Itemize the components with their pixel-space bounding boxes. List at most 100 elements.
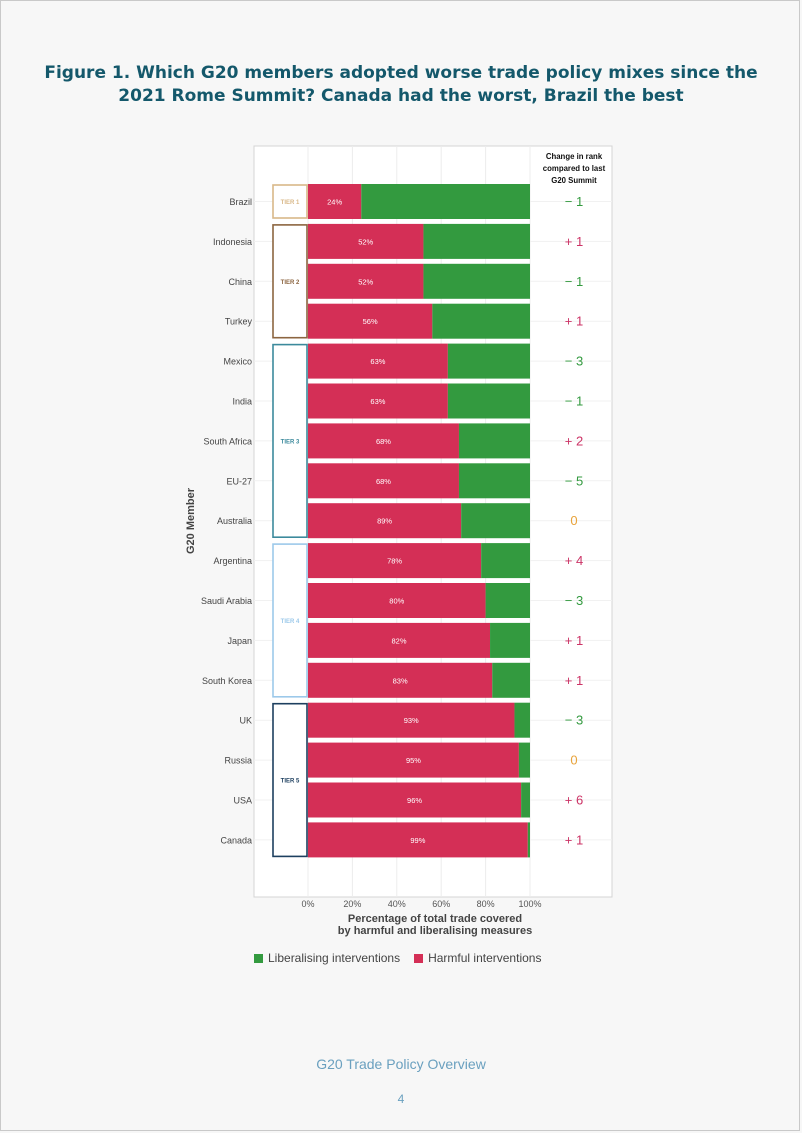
bar-harmful-16	[308, 822, 528, 858]
figure-title: Figure 1. Which G20 members adopted wors…	[44, 63, 758, 106]
x-tick-label-0: 0%	[301, 899, 314, 909]
tier-label-4: TIER 4	[281, 619, 300, 625]
tier-box-5	[272, 702, 308, 858]
category-label-1: Indonesia	[213, 237, 252, 247]
x-tick-label-2: 40%	[388, 899, 406, 909]
bar-harmful-8	[308, 503, 462, 539]
rank-change-2: − 1	[565, 274, 583, 289]
rank-change-3: + 1	[565, 314, 583, 329]
rank-change-0: − 1	[565, 194, 583, 209]
legend-swatch-harmful	[414, 953, 424, 963]
bar-liberalising-5	[447, 383, 530, 419]
tier-box-4	[272, 543, 308, 698]
rank-change-9: + 4	[565, 553, 583, 568]
category-label-15: USA	[233, 796, 252, 806]
bar-harmful-15	[308, 782, 522, 818]
bar-liberalising-4	[447, 343, 530, 379]
rank-change-6: + 2	[565, 433, 583, 448]
rank-change-11: + 1	[565, 633, 583, 648]
rank-change-7: − 5	[565, 473, 583, 488]
bar-harmful-13	[308, 702, 515, 738]
data-label-1: 52%	[358, 237, 373, 246]
bar-liberalising-14	[518, 742, 530, 778]
tier-box-3	[272, 343, 308, 539]
rank-change-5: − 1	[565, 394, 583, 409]
tier-box-1	[272, 184, 308, 219]
y-axis-label: G20 Member	[185, 487, 197, 554]
data-label-6: 68%	[376, 437, 391, 446]
tier-box-2	[272, 224, 308, 339]
legend-label-liberalising: Liberalising interventions	[268, 951, 401, 965]
rank-change-10: − 3	[565, 593, 583, 608]
data-label-3: 56%	[363, 317, 378, 326]
category-label-9: Argentina	[213, 556, 252, 566]
data-label-15: 96%	[407, 796, 422, 805]
category-label-10: Saudi Arabia	[201, 596, 252, 606]
bar-harmful-1	[308, 223, 424, 259]
bar-harmful-0	[308, 184, 362, 219]
data-label-14: 95%	[406, 756, 421, 765]
chart-legend: Liberalising interventions Harmful inter…	[254, 951, 541, 965]
legend-item-liberalising: Liberalising interventions	[254, 951, 400, 965]
rank-header-line-0: Change in rank	[546, 152, 603, 161]
tier-label-2: TIER 2	[281, 280, 300, 286]
data-label-8: 89%	[377, 517, 392, 526]
bar-harmful-14	[308, 742, 519, 778]
bar-harmful-3	[308, 303, 433, 339]
bar-liberalising-11	[490, 622, 530, 658]
bar-liberalising-1	[423, 223, 530, 259]
category-label-0: Brazil	[229, 197, 252, 207]
x-tick-label-3: 60%	[432, 899, 450, 909]
data-label-0: 24%	[327, 198, 342, 207]
bar-liberalising-6	[458, 423, 530, 459]
bar-liberalising-8	[461, 503, 530, 539]
rank-change-14: 0	[570, 753, 577, 768]
bar-liberalising-9	[481, 543, 530, 579]
data-label-11: 82%	[392, 636, 407, 645]
tier-label-5: TIER 5	[281, 779, 300, 785]
data-label-16: 99%	[410, 836, 425, 845]
bar-harmful-4	[308, 343, 448, 379]
category-label-12: South Korea	[202, 676, 252, 686]
bar-harmful-12	[308, 662, 493, 698]
bar-liberalising-15	[521, 782, 530, 818]
data-label-5: 63%	[370, 397, 385, 406]
rank-change-12: + 1	[565, 673, 583, 688]
bar-liberalising-2	[423, 263, 530, 299]
tier-label-3: TIER 3	[281, 439, 300, 445]
legend-swatch-liberalising	[254, 953, 263, 963]
rank-header-line-1: compared to last	[543, 164, 606, 173]
bar-liberalising-7	[458, 463, 530, 499]
category-label-14: Russia	[224, 756, 252, 766]
x-axis-label-line-1: by harmful and liberalising measures	[338, 925, 532, 937]
data-label-4: 63%	[370, 357, 385, 366]
bar-harmful-7	[308, 463, 459, 499]
category-label-6: South Africa	[203, 436, 252, 446]
bar-liberalising-13	[514, 702, 530, 738]
bar-liberalising-12	[492, 662, 530, 698]
rank-change-13: − 3	[565, 713, 583, 728]
data-label-12: 83%	[393, 676, 408, 685]
data-label-10: 80%	[389, 597, 404, 606]
bar-liberalising-3	[432, 303, 530, 339]
legend-item-harmful: Harmful interventions	[414, 951, 541, 965]
category-label-13: UK	[239, 716, 252, 726]
bar-harmful-6	[308, 423, 459, 459]
data-label-9: 78%	[387, 557, 402, 566]
bar-harmful-10	[308, 583, 486, 618]
x-tick-label-5: 100%	[518, 899, 541, 909]
rank-change-8: 0	[570, 513, 577, 528]
bar-liberalising-10	[485, 583, 530, 618]
x-axis-label-line-0: Percentage of total trade covered	[348, 913, 522, 925]
bar-liberalising-0	[361, 184, 530, 219]
bar-harmful-11	[308, 622, 491, 658]
category-label-2: China	[228, 277, 252, 287]
category-label-3: Turkey	[225, 317, 253, 327]
x-tick-label-4: 80%	[477, 899, 495, 909]
category-label-5: India	[232, 397, 252, 407]
rank-change-1: + 1	[565, 234, 583, 249]
data-label-7: 68%	[376, 477, 391, 486]
rank-change-4: − 3	[565, 354, 583, 369]
rank-change-15: + 6	[565, 793, 583, 808]
